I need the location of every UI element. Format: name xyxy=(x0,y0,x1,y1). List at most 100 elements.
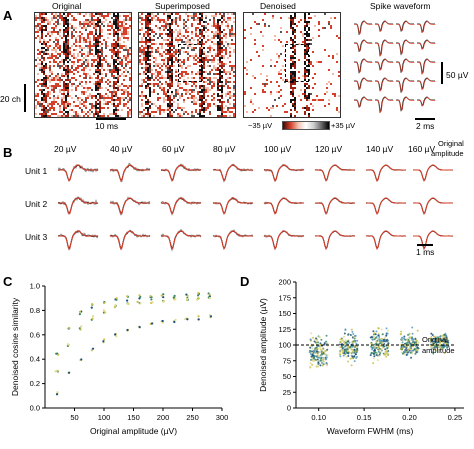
heatmap-pixel xyxy=(294,81,296,83)
heatmap-pixel xyxy=(147,65,149,67)
heatmap-pixel xyxy=(107,13,109,15)
heatmap-pixel xyxy=(123,19,125,21)
heatmap-pixel xyxy=(266,83,268,85)
heatmap-pixel xyxy=(115,71,117,73)
heatmap-pixel xyxy=(165,53,167,55)
heatmap-pixel xyxy=(233,93,235,95)
heatmap-pixel xyxy=(286,41,288,43)
heatmap-pixel xyxy=(151,13,153,15)
heatmap-pixel xyxy=(95,107,97,109)
heatmap-pixel xyxy=(183,61,185,63)
heatmap-pixel xyxy=(276,53,278,55)
heatmap-pixel xyxy=(203,47,205,49)
heatmap-pixel xyxy=(211,61,213,63)
heatmap-pixel xyxy=(276,91,278,93)
heatmap-pixel xyxy=(63,113,65,115)
heatmap-pixel xyxy=(63,115,65,117)
heatmap-pixel xyxy=(65,43,67,45)
heatmap-pixel xyxy=(219,69,221,71)
y-tick-label: 1.0 xyxy=(30,282,40,291)
heatmap-pixel xyxy=(181,61,183,63)
heatmap-pixel xyxy=(177,85,179,87)
heatmap-pixel xyxy=(203,61,205,63)
heatmap-pixel xyxy=(292,21,294,23)
heatmap-pixel xyxy=(280,95,282,97)
scatter-point xyxy=(91,317,94,320)
heatmap-pixel xyxy=(197,23,199,25)
heatmap-pixel xyxy=(292,91,294,93)
heatmap-pixel xyxy=(93,65,95,67)
heatmap-pixel xyxy=(191,49,193,51)
heatmap-pixel xyxy=(153,15,155,17)
heatmap-pixel xyxy=(179,87,181,89)
heatmap-pixel xyxy=(47,21,49,23)
heatmap-pixel xyxy=(45,49,47,51)
heatmap-pixel xyxy=(149,13,151,15)
heatmap-pixel xyxy=(177,17,179,19)
heatmap-pixel xyxy=(179,65,181,67)
scatter-point xyxy=(350,328,353,331)
heatmap-pixel xyxy=(244,105,246,107)
heatmap-pixel xyxy=(215,69,217,71)
heatmap-pixel xyxy=(67,57,69,59)
heatmap-pixel xyxy=(73,55,75,57)
heatmap-pixel xyxy=(95,83,97,85)
noisy-waveform-trace xyxy=(314,230,356,251)
heatmap-pixel xyxy=(87,111,89,113)
heatmap-pixel xyxy=(161,33,163,35)
scatter-point xyxy=(415,339,418,342)
scatter-point xyxy=(174,318,177,321)
heatmap-pixel xyxy=(183,59,185,61)
heatmap-pixel xyxy=(306,53,308,55)
heatmap-pixel xyxy=(209,103,211,105)
heatmap-pixel xyxy=(209,89,211,91)
heatmap-pixel xyxy=(177,115,179,117)
heatmap-pixel xyxy=(115,41,117,43)
heatmap-pixel xyxy=(57,95,59,97)
heatmap-pixel xyxy=(183,99,185,101)
heatmap-pixel xyxy=(145,45,147,47)
heatmap-pixel xyxy=(71,83,73,85)
heatmap-pixel xyxy=(219,43,221,45)
heatmap-pixel xyxy=(109,33,111,35)
heatmap-pixel xyxy=(304,79,306,81)
heatmap-pixel xyxy=(35,99,37,101)
heatmap-pixel xyxy=(294,29,296,31)
heatmap-pixel xyxy=(290,37,292,39)
spike-waveform-trace-denoised xyxy=(396,96,415,112)
heatmap-pixel xyxy=(298,59,300,61)
heatmap-pixel xyxy=(217,67,219,69)
heatmap-pixel xyxy=(179,53,181,55)
heatmap-pixel xyxy=(205,107,207,109)
heatmap-pixel xyxy=(294,37,296,39)
scatter-point xyxy=(401,352,404,355)
heatmap-pixel xyxy=(278,39,280,41)
heatmap-pixel xyxy=(89,19,91,21)
heatmap-pixel xyxy=(41,13,43,15)
heatmap-pixel xyxy=(75,113,77,115)
panel-d-letter: D xyxy=(240,274,250,289)
heatmap-pixel xyxy=(69,13,71,15)
heatmap-pixel xyxy=(75,69,77,71)
scatter-point xyxy=(444,341,447,344)
heatmap-pixel xyxy=(83,39,85,41)
scatter-point xyxy=(150,322,154,325)
heatmap-pixel xyxy=(109,13,111,15)
heatmap-pixel xyxy=(73,101,75,103)
heatmap-pixel xyxy=(115,23,117,25)
heatmap-pixel xyxy=(105,97,107,99)
heatmap-pixel xyxy=(165,39,167,41)
heatmap-pixel xyxy=(111,95,113,97)
heatmap-pixel xyxy=(181,39,183,41)
heatmap-pixel xyxy=(97,61,99,63)
heatmap-pixel xyxy=(117,17,119,19)
heatmap-pixel xyxy=(35,105,37,107)
heatmap-pixel xyxy=(85,75,87,77)
heatmap-pixel xyxy=(199,29,201,31)
heatmap-pixel xyxy=(39,89,41,91)
heatmap-pixel xyxy=(213,61,215,63)
heatmap-pixel xyxy=(229,17,231,19)
heatmap-pixel xyxy=(191,95,193,97)
scatter-point xyxy=(326,342,329,345)
heatmap-pixel xyxy=(306,83,308,85)
